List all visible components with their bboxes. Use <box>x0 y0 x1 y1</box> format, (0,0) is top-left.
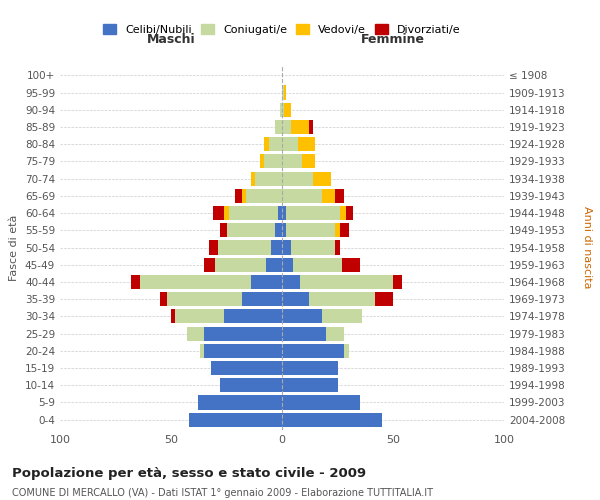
Bar <box>204 344 282 358</box>
Bar <box>275 120 282 134</box>
Bar <box>293 258 342 272</box>
Bar <box>322 189 335 203</box>
Bar <box>242 189 247 203</box>
Bar <box>282 223 286 238</box>
Bar <box>220 223 227 238</box>
Bar <box>335 223 340 238</box>
Bar <box>291 240 335 254</box>
Bar <box>251 172 256 185</box>
Bar <box>260 154 264 168</box>
Bar <box>282 310 322 324</box>
Bar <box>266 258 282 272</box>
Bar <box>224 310 282 324</box>
Bar <box>200 344 204 358</box>
Bar <box>346 206 353 220</box>
Bar <box>282 292 308 306</box>
Bar <box>282 137 298 152</box>
Text: Popolazione per età, sesso e stato civile - 2009: Popolazione per età, sesso e stato civil… <box>12 468 366 480</box>
Bar <box>278 206 282 220</box>
Bar <box>322 310 362 324</box>
Bar <box>286 223 335 238</box>
Legend: Celibi/Nubili, Coniugati/e, Vedovi/e, Divorziati/e: Celibi/Nubili, Coniugati/e, Vedovi/e, Di… <box>99 20 465 39</box>
Bar <box>197 396 282 409</box>
Bar <box>282 258 293 272</box>
Bar <box>308 292 375 306</box>
Bar <box>171 310 175 324</box>
Bar <box>189 412 282 426</box>
Bar <box>211 361 282 375</box>
Bar <box>284 102 291 117</box>
Bar <box>280 102 282 117</box>
Bar <box>271 240 282 254</box>
Bar <box>131 275 140 289</box>
Bar <box>298 137 316 152</box>
Bar <box>175 310 224 324</box>
Bar <box>340 206 346 220</box>
Bar <box>187 326 204 340</box>
Bar <box>282 206 286 220</box>
Bar <box>220 378 282 392</box>
Bar <box>282 396 360 409</box>
Bar <box>204 258 215 272</box>
Bar <box>275 223 282 238</box>
Bar <box>282 326 326 340</box>
Bar <box>209 240 218 254</box>
Bar <box>313 172 331 185</box>
Text: Femmine: Femmine <box>361 33 425 46</box>
Bar <box>282 344 344 358</box>
Bar <box>282 189 322 203</box>
Text: Maschi: Maschi <box>146 33 196 46</box>
Bar <box>242 292 282 306</box>
Bar <box>335 240 340 254</box>
Bar <box>282 154 302 168</box>
Bar <box>247 189 282 203</box>
Text: COMUNE DI MERCALLO (VA) - Dati ISTAT 1° gennaio 2009 - Elaborazione TUTTITALIA.I: COMUNE DI MERCALLO (VA) - Dati ISTAT 1° … <box>12 488 433 498</box>
Bar <box>340 223 349 238</box>
Bar <box>204 326 282 340</box>
Bar <box>302 154 316 168</box>
Bar <box>393 275 402 289</box>
Bar <box>218 240 271 254</box>
Y-axis label: Anni di nascita: Anni di nascita <box>582 206 592 289</box>
Bar <box>229 206 278 220</box>
Bar <box>335 189 344 203</box>
Bar <box>282 86 284 100</box>
Bar <box>251 275 282 289</box>
Bar <box>282 102 284 117</box>
Bar <box>326 326 344 340</box>
Bar <box>256 172 282 185</box>
Bar <box>282 378 337 392</box>
Bar <box>235 189 242 203</box>
Bar <box>213 206 224 220</box>
Bar <box>282 412 382 426</box>
Bar <box>264 154 282 168</box>
Bar <box>284 86 286 100</box>
Bar <box>282 120 291 134</box>
Bar <box>291 120 308 134</box>
Bar <box>308 120 313 134</box>
Bar <box>282 361 337 375</box>
Bar <box>227 223 275 238</box>
Bar <box>282 275 300 289</box>
Bar <box>344 344 349 358</box>
Bar <box>264 137 269 152</box>
Bar <box>342 258 360 272</box>
Bar <box>282 240 291 254</box>
Bar <box>140 275 251 289</box>
Bar <box>375 292 393 306</box>
Bar <box>282 172 313 185</box>
Bar <box>160 292 167 306</box>
Bar <box>269 137 282 152</box>
Bar <box>300 275 393 289</box>
Bar <box>286 206 340 220</box>
Bar <box>167 292 242 306</box>
Bar <box>215 258 266 272</box>
Y-axis label: Fasce di età: Fasce di età <box>10 214 19 280</box>
Bar <box>224 206 229 220</box>
